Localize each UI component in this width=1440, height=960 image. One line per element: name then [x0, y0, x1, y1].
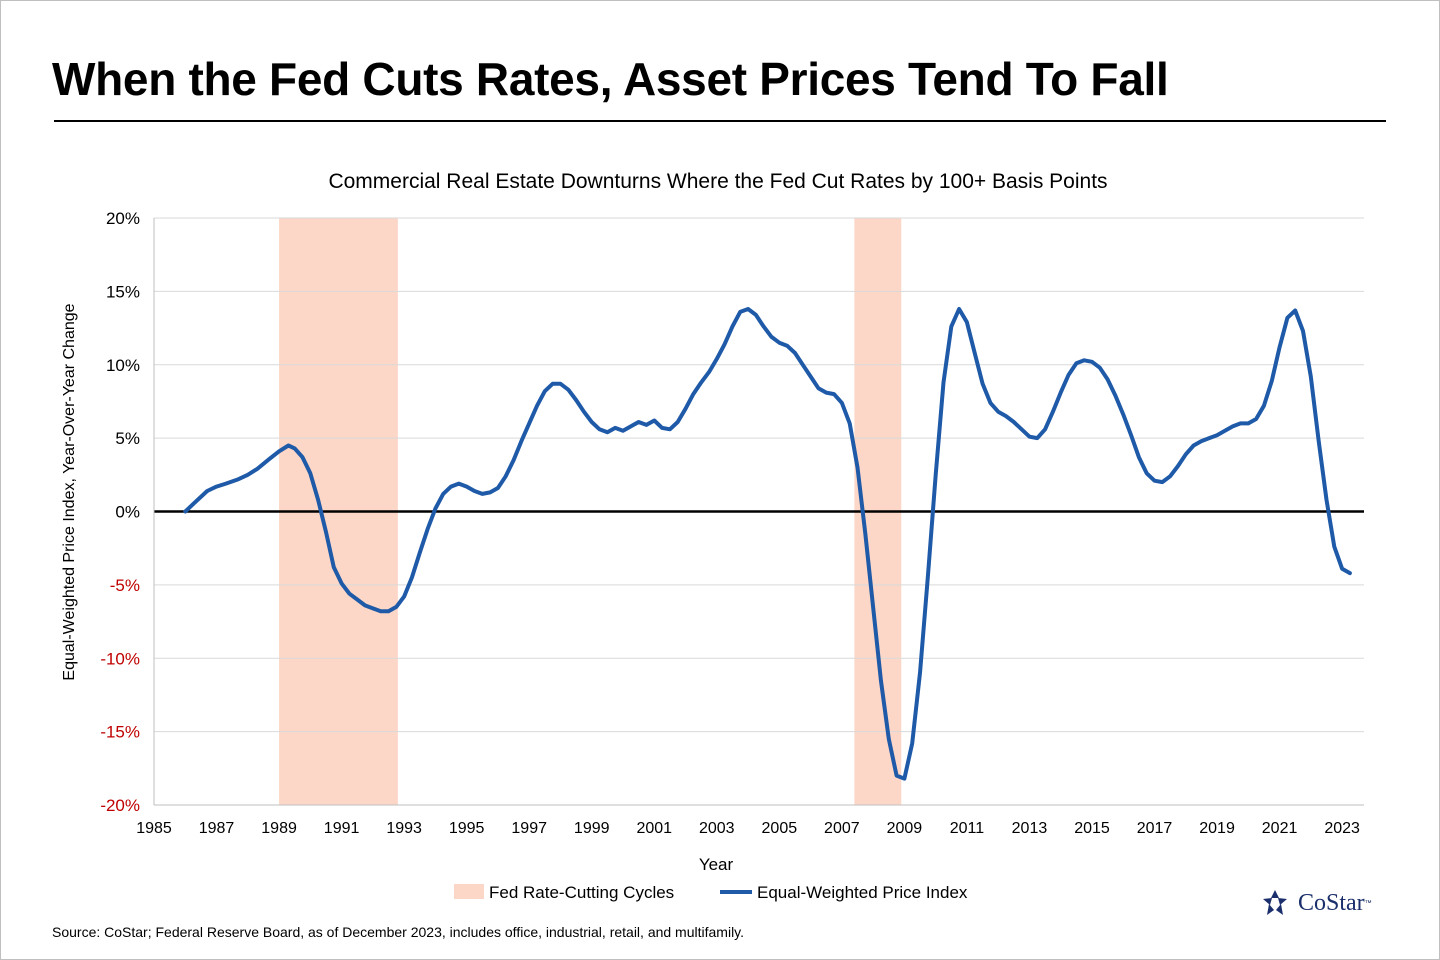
source-note: Source: CoStar; Federal Reserve Board, a…: [52, 924, 745, 940]
y-tick-label: 0%: [115, 503, 140, 522]
y-tick-labels: 20% 15% 10% 5% 0% -5% -10% -15% -20%: [100, 209, 140, 815]
x-tick-label: 2001: [636, 820, 672, 837]
page-title: When the Fed Cuts Rates, Asset Prices Te…: [52, 53, 1169, 105]
costar-logo: CoStar ™: [1258, 888, 1372, 918]
x-tick-label: 1985: [136, 820, 172, 837]
y-tick-label: 10%: [106, 356, 140, 375]
x-tick-label: 1987: [199, 820, 235, 837]
y-tick-label: -5%: [110, 576, 140, 595]
y-tick-label: 15%: [106, 282, 140, 301]
x-tick-labels: 1985 1987 1989 1991 1993 1995 1997 1999 2001 2003…: [136, 820, 1360, 837]
y-tick-label: -10%: [100, 649, 140, 668]
x-tick-label: 1993: [386, 820, 422, 837]
y-tick-label: -20%: [100, 796, 140, 815]
y-axis-label: Equal-Weighted Price Index, Year-Over-Ye…: [61, 303, 78, 680]
y-tick-label: 5%: [115, 429, 140, 448]
x-tick-label: 1995: [449, 820, 485, 837]
title-underline: [54, 120, 1386, 122]
x-tick-label: 2015: [1074, 820, 1110, 837]
y-tick-label: 20%: [106, 209, 140, 228]
x-tick-label: 2011: [950, 820, 985, 837]
x-tick-label: 2017: [1137, 820, 1173, 837]
legend-swatch-fed-rate-cutting-cycles: [454, 884, 484, 899]
series-line-equal-weighted-price-index: [183, 307, 1352, 781]
x-tick-label: 1999: [574, 820, 610, 837]
y-tick-label: -15%: [100, 723, 140, 742]
x-tick-label: 2003: [699, 820, 735, 837]
axes: [153, 218, 1364, 806]
logo-text: CoStar: [1298, 889, 1365, 916]
x-tick-label: 1989: [261, 820, 297, 837]
x-tick-label: 1991: [324, 820, 360, 837]
x-tick-label: 2005: [762, 820, 798, 837]
x-tick-label: 2009: [887, 820, 923, 837]
chart-title: Commercial Real Estate Downturns Where t…: [328, 170, 1107, 193]
x-tick-label: 2007: [824, 820, 860, 837]
x-tick-label: 2019: [1199, 820, 1235, 837]
legend: Fed Rate-Cutting Cycles Equal-Weighted Pr…: [454, 883, 968, 902]
x-tick-label: 2021: [1262, 820, 1298, 837]
legend-label-equal-weighted-price-index: Equal-Weighted Price Index: [757, 883, 968, 902]
series-lines: [183, 307, 1352, 781]
logo-trademark: ™: [1364, 899, 1372, 907]
x-axis-label: Year: [699, 855, 734, 874]
x-tick-label: 2023: [1324, 820, 1360, 837]
x-tick-label: 2013: [1012, 820, 1048, 837]
costar-star-icon: [1263, 890, 1287, 915]
legend-label-fed-rate-cutting-cycles: Fed Rate-Cutting Cycles: [489, 883, 674, 902]
x-tick-label: 1997: [511, 820, 547, 837]
